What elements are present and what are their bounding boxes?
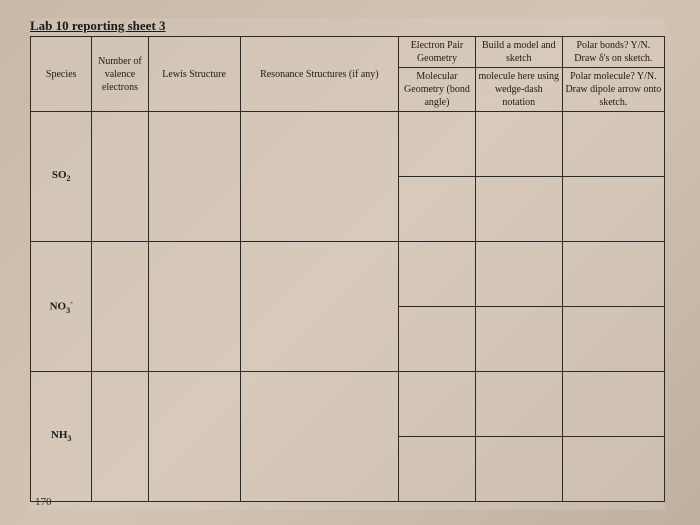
empty-cell: [148, 112, 240, 242]
split-bottom: [399, 177, 475, 241]
header-polar-bottom: Polar molecule? Y/N. Draw dipole arrow o…: [562, 68, 664, 112]
split-bottom: [476, 437, 562, 501]
header-resonance: Resonance Structures (if any): [240, 37, 399, 112]
split-cell: [562, 112, 664, 242]
split-cell: [475, 372, 562, 502]
worksheet-page: Lab 10 reporting sheet 3 Species Number …: [30, 18, 665, 510]
header-species: Species: [31, 37, 92, 112]
table-row: NO3-: [31, 242, 665, 372]
split-bottom: [399, 437, 475, 501]
table-row: NH3: [31, 372, 665, 502]
split-bottom: [399, 307, 475, 371]
page-title: Lab 10 reporting sheet 3: [30, 18, 665, 34]
empty-cell: [240, 112, 399, 242]
split-top: [399, 372, 475, 437]
worksheet-table: Species Number of valence electrons Lewi…: [30, 36, 665, 502]
split-bottom: [563, 307, 664, 371]
split-top: [563, 112, 664, 177]
empty-cell: [92, 242, 148, 372]
split-cell: [399, 372, 476, 502]
split-bottom: [563, 437, 664, 501]
empty-cell: [148, 242, 240, 372]
header-lewis: Lewis Structure: [148, 37, 240, 112]
species-cell: NO3-: [31, 242, 92, 372]
split-top: [563, 242, 664, 307]
empty-cell: [240, 372, 399, 502]
split-cell: [475, 242, 562, 372]
split-bottom: [476, 177, 562, 241]
empty-cell: [92, 112, 148, 242]
split-top: [476, 242, 562, 307]
header-geom-top: Electron Pair Geometry: [399, 37, 476, 68]
split-bottom: [476, 307, 562, 371]
split-top: [399, 242, 475, 307]
split-cell: [562, 372, 664, 502]
page-number: 170: [35, 496, 52, 508]
species-cell: NH3: [31, 372, 92, 502]
empty-cell: [240, 242, 399, 372]
split-cell: [399, 112, 476, 242]
split-top: [563, 372, 664, 437]
split-cell: [562, 242, 664, 372]
header-model-top: Build a model and sketch: [475, 37, 562, 68]
header-polar-top: Polar bonds? Y/N. Draw δ's on sketch.: [562, 37, 664, 68]
split-top: [476, 372, 562, 437]
split-top: [399, 112, 475, 177]
split-cell: [475, 112, 562, 242]
split-cell: [399, 242, 476, 372]
split-top: [476, 112, 562, 177]
header-model-bottom: molecule here using wedge-dash notation: [475, 68, 562, 112]
empty-cell: [148, 372, 240, 502]
empty-cell: [92, 372, 148, 502]
split-bottom: [563, 177, 664, 241]
header-valence: Number of valence electrons: [92, 37, 148, 112]
species-cell: SO2: [31, 112, 92, 242]
header-geom-bottom: Molecular Geometry (bond angle): [399, 68, 476, 112]
table-row: SO2: [31, 112, 665, 242]
